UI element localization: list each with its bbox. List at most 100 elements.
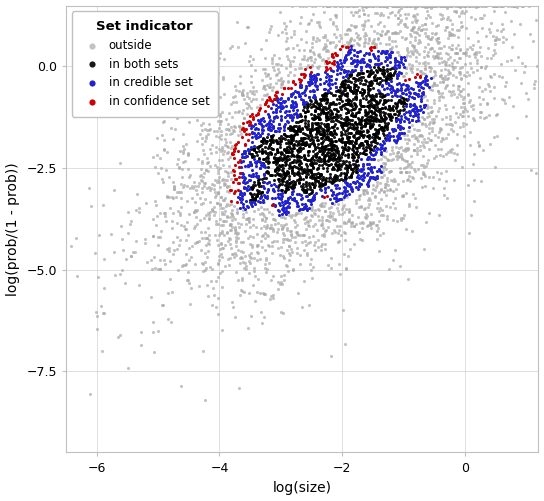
in both sets — [334, 86, 343, 94]
in both sets — [320, 180, 329, 188]
in credible set — [263, 130, 272, 138]
outside — [201, 211, 210, 219]
in credible set — [275, 99, 284, 107]
outside — [436, 126, 444, 134]
in credible set — [247, 199, 256, 207]
outside — [214, 178, 223, 186]
in credible set — [334, 64, 343, 72]
in both sets — [294, 126, 302, 134]
outside — [299, 46, 308, 54]
outside — [484, 44, 493, 52]
outside — [132, 236, 141, 244]
outside — [389, 187, 398, 195]
outside — [308, 263, 317, 271]
in both sets — [305, 147, 313, 155]
outside — [421, 2, 429, 10]
outside — [286, 63, 294, 71]
in both sets — [277, 176, 286, 184]
in both sets — [324, 141, 332, 149]
outside — [476, 63, 485, 71]
outside — [231, 215, 240, 223]
outside — [280, 231, 288, 239]
in both sets — [280, 130, 288, 138]
in both sets — [314, 100, 323, 108]
in credible set — [298, 205, 307, 213]
in both sets — [289, 131, 298, 139]
in both sets — [293, 169, 301, 177]
in both sets — [329, 150, 338, 158]
outside — [393, 48, 401, 56]
in both sets — [339, 101, 348, 109]
outside — [239, 264, 248, 272]
in both sets — [364, 132, 373, 140]
in credible set — [302, 202, 311, 210]
in both sets — [372, 133, 381, 141]
in both sets — [316, 122, 324, 130]
outside — [319, 8, 328, 16]
in credible set — [311, 77, 319, 85]
outside — [320, 198, 329, 206]
outside — [313, 34, 322, 42]
in credible set — [291, 100, 300, 108]
outside — [490, 83, 498, 91]
in credible set — [328, 80, 337, 88]
in credible set — [372, 60, 381, 68]
in both sets — [342, 138, 350, 146]
in credible set — [391, 56, 400, 64]
outside — [381, 153, 390, 161]
in credible set — [355, 179, 364, 187]
in both sets — [326, 114, 335, 122]
outside — [441, 113, 450, 121]
in both sets — [348, 111, 357, 119]
outside — [231, 251, 240, 259]
outside — [277, 223, 286, 231]
in both sets — [328, 165, 337, 173]
outside — [244, 100, 253, 108]
outside — [205, 215, 213, 223]
in both sets — [380, 131, 389, 139]
outside — [402, 225, 411, 233]
in credible set — [397, 115, 406, 123]
in credible set — [271, 112, 280, 120]
in both sets — [270, 158, 279, 166]
outside — [419, 2, 428, 10]
outside — [199, 179, 208, 187]
in credible set — [367, 150, 375, 158]
outside — [259, 313, 268, 321]
in both sets — [331, 161, 340, 169]
outside — [444, 70, 453, 78]
in both sets — [249, 145, 257, 153]
in both sets — [361, 146, 369, 154]
in both sets — [311, 180, 320, 188]
in credible set — [377, 49, 386, 57]
in both sets — [352, 81, 361, 89]
outside — [308, 43, 317, 51]
outside — [391, 246, 399, 254]
outside — [428, 2, 436, 10]
outside — [447, 121, 456, 129]
in credible set — [410, 89, 418, 97]
in credible set — [250, 132, 259, 140]
outside — [231, 225, 239, 233]
in both sets — [288, 182, 296, 190]
in both sets — [353, 128, 362, 136]
in credible set — [325, 75, 333, 83]
outside — [459, 132, 468, 140]
outside — [289, 71, 298, 79]
in both sets — [378, 104, 386, 112]
in credible set — [365, 49, 374, 57]
outside — [342, 38, 351, 46]
in both sets — [344, 137, 353, 145]
in both sets — [320, 145, 329, 153]
in both sets — [346, 83, 355, 91]
outside — [302, 56, 311, 64]
outside — [217, 240, 226, 248]
outside — [231, 313, 239, 321]
in both sets — [317, 179, 326, 187]
in both sets — [313, 124, 322, 132]
in credible set — [415, 102, 424, 110]
outside — [443, 147, 452, 155]
in both sets — [262, 167, 271, 175]
in both sets — [323, 167, 332, 175]
in both sets — [275, 181, 283, 189]
